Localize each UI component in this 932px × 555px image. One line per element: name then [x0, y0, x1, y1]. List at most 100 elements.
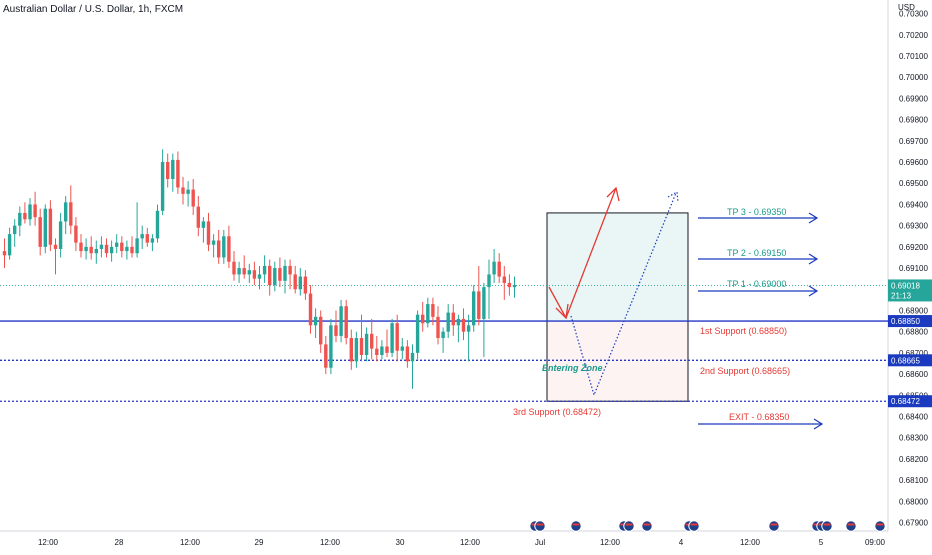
level-price-label: 0.68472 [891, 397, 920, 406]
y-tick-label: 0.68200 [899, 455, 928, 464]
candle-body [104, 244, 109, 254]
level-price-tag [888, 354, 932, 367]
last-price-tag [888, 279, 932, 302]
event-flag-stripe [847, 523, 855, 526]
candle-body [7, 234, 12, 256]
candle-body [395, 323, 399, 351]
tp1-arrow-arrowhead [808, 285, 819, 297]
y-tick-label: 0.69800 [899, 116, 928, 125]
candle-body [364, 333, 369, 355]
candle-body [324, 344, 328, 368]
last-price-label: 0.69018 [891, 281, 920, 290]
level-price-tag [888, 395, 932, 408]
candle-body [176, 159, 180, 188]
level-price-label: 0.68665 [891, 356, 920, 365]
candle-body [288, 265, 292, 275]
tp3-arrow-arrowhead [808, 212, 819, 224]
event-flag-icon[interactable] [768, 520, 780, 532]
event-flag-stripe [625, 523, 633, 526]
candle-body [252, 270, 257, 279]
candle-body [344, 306, 348, 339]
candle-body [436, 316, 440, 339]
x-tick-label: Jul [535, 538, 545, 547]
candle-body [415, 314, 420, 353]
y-tick-label: 0.68800 [899, 328, 928, 337]
candle-body [206, 221, 211, 245]
y-tick-label: 0.69500 [899, 179, 928, 188]
level-price-tag [888, 315, 932, 328]
event-flag-icon[interactable] [821, 520, 833, 532]
candle-body [492, 261, 496, 275]
event-flag-stripe [690, 523, 698, 526]
candle-body [451, 312, 455, 326]
candle-body [217, 240, 221, 258]
y-tick-label: 0.69400 [899, 200, 928, 209]
candle-body [43, 208, 47, 247]
candle-body [84, 246, 88, 252]
candle-body [109, 246, 114, 254]
event-flag-stripe [643, 523, 651, 526]
candle-body [23, 212, 27, 220]
event-flag-icon[interactable] [641, 520, 653, 532]
candle-body [339, 306, 343, 336]
x-tick-label: 29 [255, 538, 264, 547]
candle-body [171, 159, 175, 179]
candle-body [28, 204, 32, 220]
chart-title: Australian Dollar / U.S. Dollar, 1h, FXC… [3, 4, 184, 15]
candle-body [502, 276, 506, 283]
candle-body [298, 276, 302, 290]
y-tick-label: 0.68900 [899, 306, 928, 315]
candle-body [155, 210, 160, 239]
candle-body [257, 274, 262, 279]
candle-body [262, 265, 267, 275]
candle-body [33, 204, 37, 218]
exit-arrow-arrowhead [813, 418, 824, 430]
y-tick-label: 0.70300 [899, 10, 928, 19]
candle-body [160, 162, 165, 211]
candle-body [380, 346, 384, 355]
candle-body [191, 189, 195, 207]
event-flag-icon[interactable] [534, 520, 546, 532]
candle-body [38, 217, 42, 247]
x-tick-label: 12:00 [180, 538, 201, 547]
candle-body [334, 325, 338, 336]
event-flag-icon[interactable] [623, 520, 635, 532]
candle-body [247, 270, 251, 275]
candle-body [385, 346, 389, 353]
event-flag-icon[interactable] [688, 520, 700, 532]
candle-body [237, 268, 241, 275]
y-tick-label: 0.68100 [899, 476, 928, 485]
y-tick-label: 0.68600 [899, 370, 928, 379]
candle-body [466, 325, 471, 332]
candle-body [166, 162, 170, 179]
candle-body [2, 251, 7, 256]
candle-body [74, 225, 78, 243]
event-flag-icon[interactable] [570, 520, 582, 532]
candle-body [99, 244, 104, 249]
candle-body [400, 346, 404, 351]
currency-label: USD [898, 3, 915, 12]
candle-body [359, 338, 364, 355]
x-tick-label: 12:00 [600, 538, 621, 547]
event-flag-icon[interactable] [874, 520, 886, 532]
tp2-label: TP 2 - 0.69150 [727, 248, 786, 258]
candle-body [303, 276, 308, 294]
candle-body [222, 236, 226, 258]
candle-body [58, 221, 63, 249]
y-tick-label: 0.68300 [899, 434, 928, 443]
event-flag-stripe [536, 523, 544, 526]
candle-body [446, 312, 450, 332]
candle-body [135, 238, 139, 254]
x-tick-label: 12:00 [320, 538, 341, 547]
candle-body [120, 242, 124, 252]
event-flag-icon[interactable] [845, 520, 857, 532]
candle-body [308, 293, 313, 326]
y-tick-label: 0.69600 [899, 158, 928, 167]
candle-body [186, 189, 190, 194]
entering-zone-label: Entering Zone [542, 363, 603, 373]
support1-label: 1st Support (0.68850) [700, 326, 787, 336]
candle-body [349, 338, 353, 362]
candle-body [319, 316, 323, 345]
